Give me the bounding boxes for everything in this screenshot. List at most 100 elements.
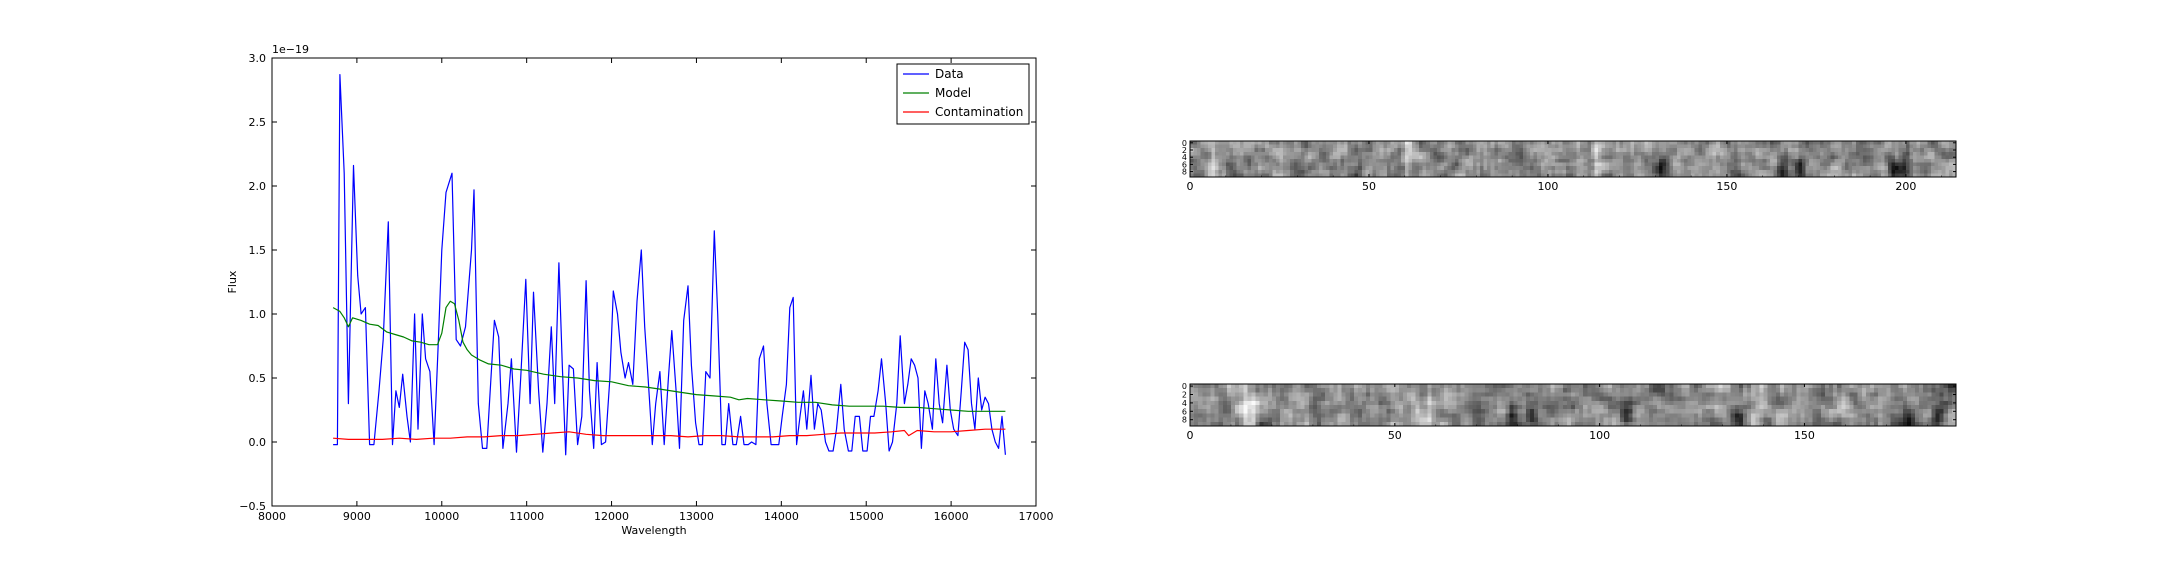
heatmap-pixel bbox=[1716, 169, 1721, 174]
heatmap-pixel bbox=[1267, 392, 1273, 398]
heatmap-pixel bbox=[1479, 148, 1485, 153]
heatmap-pixel bbox=[1841, 169, 1846, 174]
heatmap-pixel bbox=[1726, 421, 1732, 427]
heatmap-pixel bbox=[1354, 151, 1359, 156]
heatmap-pixel bbox=[1194, 421, 1199, 427]
heatmap-pixel bbox=[1218, 421, 1224, 427]
heatmap-pixel bbox=[1583, 151, 1588, 156]
legend-label-contamination: Contamination bbox=[935, 105, 1023, 119]
heatmap-pixel bbox=[1464, 421, 1470, 427]
heatmap-pixel bbox=[1570, 392, 1576, 398]
heatmap-pixel bbox=[1676, 141, 1681, 146]
heatmap-pixel bbox=[1862, 155, 1868, 160]
heatmap-pixel bbox=[1603, 405, 1609, 410]
heatmap-pixel bbox=[1519, 144, 1524, 149]
heatmap-pixel bbox=[1862, 141, 1868, 146]
heatmap-pixel bbox=[1345, 388, 1351, 393]
heatmap-pixel bbox=[1630, 166, 1635, 171]
heatmap-pixel bbox=[1452, 405, 1457, 410]
heatmap-pixel bbox=[1337, 421, 1343, 427]
heatmap-pixel bbox=[1207, 166, 1213, 171]
heatmap-pixel bbox=[1286, 159, 1291, 164]
heatmap-pixel bbox=[1870, 166, 1875, 171]
heatmap-pixel bbox=[1812, 392, 1818, 398]
heatmap-pixel bbox=[1276, 417, 1281, 423]
heatmap-pixel bbox=[1439, 417, 1445, 423]
heatmap-pixel bbox=[1325, 392, 1330, 398]
heatmap-pixel bbox=[1591, 405, 1597, 410]
heatmap-pixel bbox=[1628, 384, 1633, 389]
heatmap-pixel bbox=[1624, 392, 1629, 398]
heatmap-pixel bbox=[1573, 169, 1578, 174]
heatmap-pixel bbox=[1669, 413, 1674, 419]
heatmap-pixel bbox=[1290, 151, 1295, 156]
heatmap-pixel bbox=[1681, 400, 1687, 406]
heatmap-pixel bbox=[1465, 173, 1470, 178]
spectrum-y-axis-label: Flux bbox=[226, 270, 239, 293]
heatmap-pixel bbox=[1655, 173, 1660, 178]
heatmap-pixel bbox=[1315, 166, 1320, 171]
heatmap-pixel bbox=[1741, 162, 1746, 167]
heatmap-pixel bbox=[1658, 151, 1664, 156]
heatmap-pixel bbox=[1791, 169, 1796, 174]
heatmap-pixel bbox=[1712, 148, 1717, 153]
heatmap-pixel bbox=[1443, 392, 1449, 398]
heatmap-pixel bbox=[1591, 417, 1597, 423]
heatmap-pixel bbox=[1948, 159, 1954, 164]
heatmap-pixel bbox=[1222, 173, 1227, 178]
heatmap-pixel bbox=[1630, 173, 1635, 178]
heatmap-pixel bbox=[1816, 155, 1821, 160]
heatmap-pixel bbox=[1898, 151, 1903, 156]
heatmap-pixel bbox=[1206, 405, 1212, 410]
heatmap-pixel bbox=[1368, 162, 1374, 167]
heatmap-pixel bbox=[1755, 409, 1760, 414]
heatmap-pixel bbox=[1848, 166, 1853, 171]
heatmap-pixel bbox=[1759, 409, 1765, 414]
heatmap-pixel bbox=[1701, 155, 1707, 160]
heatmap-pixel bbox=[1411, 166, 1417, 171]
heatmap-pixel bbox=[1579, 400, 1584, 406]
heatmap-pixel bbox=[1547, 155, 1553, 160]
heatmap-pixel bbox=[1460, 413, 1466, 419]
heatmap-pixel bbox=[1748, 141, 1753, 146]
y-tick-label: 0.0 bbox=[249, 436, 267, 449]
heatmap-pixel bbox=[1848, 173, 1853, 178]
heatmap-pixel bbox=[1447, 162, 1452, 167]
heatmap-pixel bbox=[1529, 392, 1535, 398]
heatmap-pixel bbox=[1513, 396, 1519, 402]
heatmap-pixel bbox=[1284, 392, 1289, 398]
heatmap-pixel bbox=[1258, 159, 1263, 164]
heatmap-pixel bbox=[1276, 421, 1281, 427]
heatmap-pixel bbox=[1562, 166, 1567, 171]
heatmap-pixel bbox=[1915, 413, 1920, 419]
heatmap-pixel bbox=[1429, 173, 1434, 178]
heatmap-pixel bbox=[1935, 396, 1941, 402]
heatmap-pixel bbox=[1861, 417, 1867, 423]
heatmap-pixel bbox=[1194, 392, 1199, 398]
heatmap-pixel bbox=[1211, 166, 1216, 171]
heatmap-pixel bbox=[1333, 144, 1338, 149]
heatmap-pixel bbox=[1509, 417, 1515, 423]
heatmap-pixel bbox=[1845, 151, 1850, 156]
heatmap-pixel bbox=[1820, 405, 1826, 410]
heatmap-pixel bbox=[1337, 388, 1343, 393]
heatmap-pixel bbox=[1796, 409, 1801, 414]
heatmap-pixel bbox=[1891, 173, 1896, 178]
heatmap-pixel bbox=[1941, 144, 1946, 149]
heatmap-pixel bbox=[1236, 141, 1241, 146]
heatmap-pixel bbox=[1547, 173, 1553, 178]
heatmap-pixel bbox=[1827, 144, 1832, 149]
heatmap-pixel bbox=[1775, 392, 1781, 398]
heatmap-pixel bbox=[1304, 409, 1310, 414]
heatmap-pixel bbox=[1644, 392, 1650, 398]
heatmap-pixel bbox=[1612, 173, 1617, 178]
heatmap-pixel bbox=[1263, 384, 1269, 389]
heatmap-pixel bbox=[1730, 405, 1736, 410]
heatmap-pixel bbox=[1443, 413, 1449, 419]
heatmap-pixel bbox=[1719, 148, 1724, 153]
heatmap-pixel bbox=[1229, 159, 1234, 164]
heatmap-pixel bbox=[1333, 405, 1339, 410]
heatmap-pixel bbox=[1726, 173, 1732, 178]
heatmap-pixel bbox=[1215, 151, 1220, 156]
heatmap-pixel bbox=[1812, 169, 1817, 174]
